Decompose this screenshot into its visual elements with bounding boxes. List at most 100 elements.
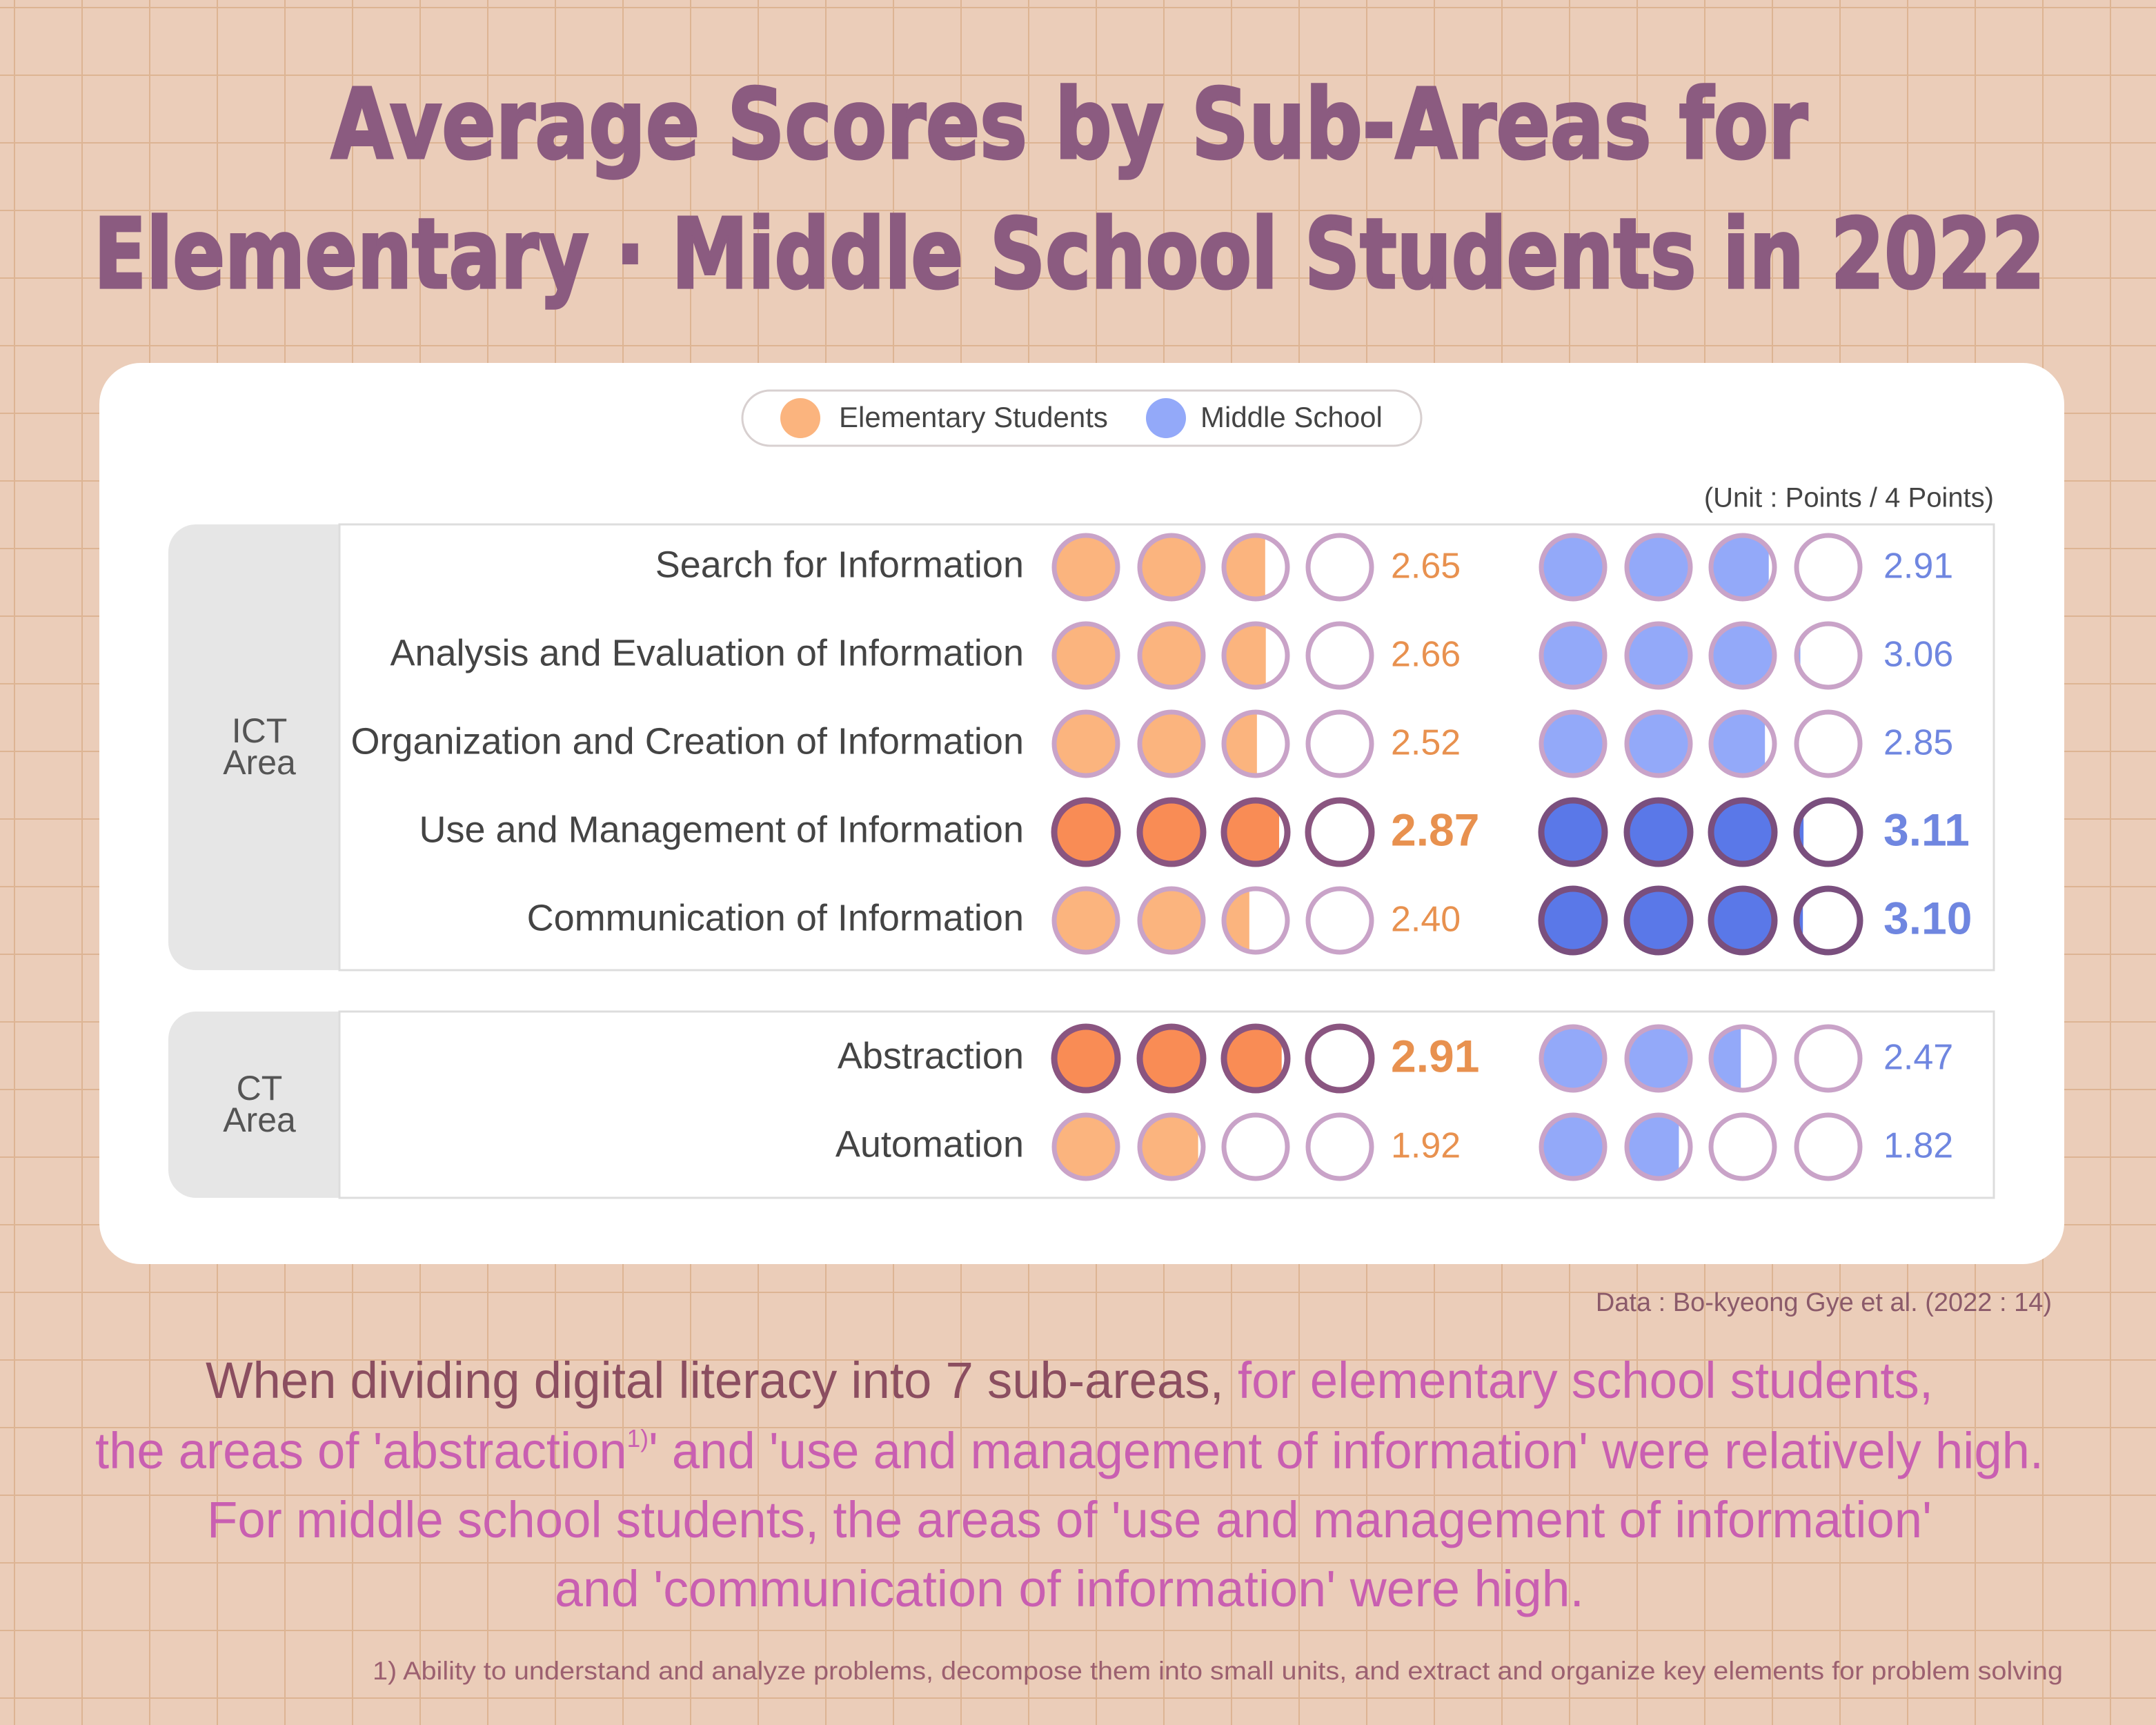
dot-outline [1051,1112,1120,1181]
dot-outline [1708,533,1777,602]
dot-outline [1137,621,1206,690]
dot-outline [1793,885,1863,956]
dot-outline [1624,1112,1693,1181]
legend-box [741,389,1423,447]
value-label: 2.87 [1391,804,1479,855]
dot-outline [1137,886,1206,955]
dot-outline [1136,797,1207,867]
value-label: 2.47 [1883,1038,1953,1078]
summary-line: When dividing digital literacy into 7 su… [206,1352,1933,1409]
dot-outline [1538,797,1608,867]
unit-label: (Unit : Points / 4 Points) [1704,483,1994,513]
value-label: 1.92 [1391,1126,1461,1166]
dot-outline [1051,886,1120,955]
summary-text: ' and 'use and management of information… [649,1422,2044,1479]
dot-outline [1221,1112,1290,1181]
dot-outline [1624,621,1693,690]
dot-outline [1708,1112,1777,1181]
dot-outline [1051,709,1120,778]
dot-fill [1797,889,1803,952]
dot-outline [1539,1024,1608,1093]
dot-outline [1051,533,1120,602]
dot-outline [1539,621,1608,690]
legend-label: Middle School [1200,401,1383,433]
dot-fill [1797,800,1804,864]
dot-outline [1221,886,1290,955]
row-label: Abstraction [838,1035,1024,1076]
dot-outline [1708,1024,1777,1093]
summary-text: and 'communication of information' were … [555,1560,1584,1617]
value-label: 3.10 [1883,892,1972,943]
dot-outline [1624,1024,1693,1093]
value-label: 1.82 [1883,1126,1953,1166]
dot-outline [1708,797,1778,867]
dot-outline [1794,1112,1863,1181]
legend-marker [1146,398,1186,438]
summary-text: 1) [627,1424,649,1452]
dot-outline [1793,797,1863,867]
dot-outline [1305,1023,1375,1094]
value-label: 2.85 [1883,723,1953,763]
value-label: 2.65 [1391,546,1461,586]
dot-outline [1305,797,1375,867]
row-label: Search for Information [655,544,1024,585]
dot-outline [1539,1112,1608,1181]
dot-outline [1794,1024,1863,1093]
dot-outline [1305,621,1374,690]
summary-text: for elementary school students, [1238,1352,1933,1409]
summary-line: For middle school students, the areas of… [207,1491,1932,1548]
group-label: ICT Area [223,711,296,782]
dot-outline [1623,797,1694,867]
summary-text: When dividing digital literacy into 7 su… [206,1352,1238,1409]
row-label: Communication of Information [527,897,1024,938]
summary-line: and 'communication of information' were … [555,1560,1584,1617]
dot-outline [1221,533,1290,602]
dot-outline [1051,797,1121,867]
dot-outline [1137,1112,1206,1181]
dot-outline [1794,621,1863,690]
dot-outline [1624,709,1693,778]
value-label: 2.91 [1391,1030,1479,1081]
dot-outline [1539,533,1608,602]
dot-outline [1708,885,1778,956]
dot-outline [1305,1112,1374,1181]
dot-outline [1220,1023,1291,1094]
dot-outline [1137,533,1206,602]
value-label: 2.91 [1883,546,1953,586]
value-label: 2.66 [1391,635,1461,675]
title: Average Scores by Sub-Areas for [331,69,1808,181]
dot-outline [1221,709,1290,778]
source: Data : Bo-kyeong Gye et al. (2022 : 14) [1596,1288,2052,1317]
value-label: 3.11 [1883,804,1970,855]
dot-outline [1220,797,1291,867]
summary-line: the areas of 'abstraction1)' and 'use an… [95,1422,2044,1479]
dot-outline [1708,709,1777,778]
dot-outline [1051,621,1120,690]
dot-outline [1794,533,1863,602]
legend-marker [780,398,820,438]
title: Elementary · Middle School Students in 2… [94,199,2045,311]
value-label: 3.06 [1883,635,1953,675]
dot-outline [1623,885,1694,956]
row-label: Use and Management of Information [419,809,1025,850]
dot-outline [1136,1023,1207,1094]
dot-outline [1538,885,1608,956]
dot-outline [1708,621,1777,690]
dot-outline [1539,709,1608,778]
dot-outline [1305,709,1374,778]
legend-label: Elementary Students [839,401,1108,433]
value-label: 2.40 [1391,900,1461,940]
dot-outline [1221,621,1290,690]
footnote: 1) Ability to understand and analyze pro… [373,1657,2063,1685]
summary-text: the areas of 'abstraction [95,1422,627,1479]
group-label: CT Area [223,1069,296,1139]
dot-outline [1794,709,1863,778]
row-label: Automation [835,1123,1024,1165]
dot-outline [1051,1023,1121,1094]
row-label: Analysis and Evaluation of Information [390,632,1024,673]
summary-text: For middle school students, the areas of… [207,1491,1932,1548]
value-label: 2.52 [1391,723,1461,763]
row-label: Organization and Creation of Information [350,720,1024,762]
